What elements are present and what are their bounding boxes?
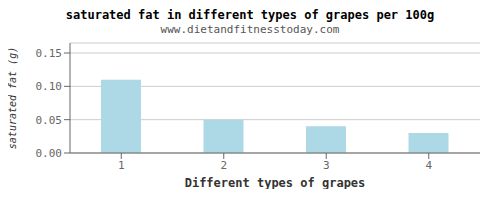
svg-text:3: 3 xyxy=(323,159,330,172)
svg-text:2: 2 xyxy=(220,159,227,172)
svg-text:1: 1 xyxy=(118,159,125,172)
svg-text:0.05: 0.05 xyxy=(36,114,63,127)
svg-text:saturated fat (g): saturated fat (g) xyxy=(8,47,18,149)
svg-text:0.00: 0.00 xyxy=(36,147,63,160)
html-text:www.dietandfitnesstoday.com: www.dietandfitnesstoday.com xyxy=(160,23,340,36)
svg-text:Different types of grapes: Different types of grapes xyxy=(185,176,366,189)
svg-text:0.10: 0.10 xyxy=(36,80,63,93)
svg-text:0.15: 0.15 xyxy=(36,47,63,60)
svg-text:4: 4 xyxy=(425,159,432,172)
html-text:saturated fat in different typ: saturated fat in different types of grap… xyxy=(65,8,435,22)
